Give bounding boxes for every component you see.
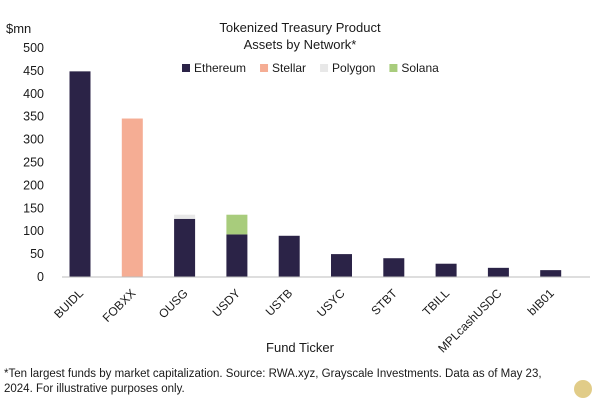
y-tick-label: 250 [23, 156, 44, 170]
x-tick-label: FOBXX [100, 286, 139, 325]
bar-segment [435, 263, 457, 277]
y-tick-label: 350 [23, 110, 44, 124]
y-tick-label: 0 [37, 270, 44, 284]
x-tick-label: BUIDL [51, 286, 86, 321]
chart-title-line: Assets by Network* [244, 37, 357, 52]
footnote-line-1: *Ten largest funds by market capitalizat… [4, 368, 542, 380]
legend-swatch [389, 64, 398, 72]
bar-segment [69, 71, 91, 277]
bar-segment [383, 258, 405, 277]
y-tick-label: 150 [23, 201, 44, 215]
legend-label: Solana [401, 61, 439, 75]
chart-title-line: Tokenized Treasury Product [219, 20, 381, 35]
x-tick-label: USTB [263, 286, 296, 319]
gold-coin-logo-icon [574, 380, 592, 398]
bar-segment [331, 254, 352, 277]
y-tick-label: 100 [23, 224, 44, 238]
bar-segment [121, 118, 143, 277]
bar-segment [278, 235, 300, 277]
y-tick-label: 300 [23, 133, 44, 147]
bar-segment [174, 214, 196, 219]
bar-segment [226, 234, 248, 277]
x-tick-label: OUSG [156, 286, 191, 321]
x-tick-label: bIB01 [525, 286, 557, 318]
x-tick-label: USYC [314, 286, 348, 320]
legend-swatch [320, 64, 329, 72]
y-tick-label: 500 [23, 41, 44, 55]
bar-segment [540, 270, 562, 277]
legend-label: Ethereum [194, 61, 246, 75]
x-axis-title: Fund Ticker [266, 340, 335, 355]
y-tick-label: 200 [23, 178, 44, 192]
y-tick-label: 400 [23, 87, 44, 101]
x-tick-label: USDY [210, 286, 243, 319]
x-tick-label: TBILL [420, 286, 453, 319]
legend-swatch [182, 64, 190, 72]
bar-segment [487, 267, 509, 277]
y-tick-label: 450 [23, 64, 44, 78]
bar-segment [226, 214, 248, 235]
y-tick-label: 50 [30, 247, 44, 261]
y-axis-unit-label: $mn [6, 21, 31, 36]
legend-swatch [260, 64, 269, 72]
bar-segment [174, 218, 196, 277]
footnote: *Ten largest funds by market capitalizat… [4, 367, 564, 397]
x-tick-label: STBT [368, 286, 400, 318]
watermark [574, 380, 592, 398]
legend-label: Stellar [272, 61, 306, 75]
footnote-line-2: 2024. For illustrative purposes only. [4, 383, 185, 395]
legend-label: Polygon [332, 61, 375, 75]
